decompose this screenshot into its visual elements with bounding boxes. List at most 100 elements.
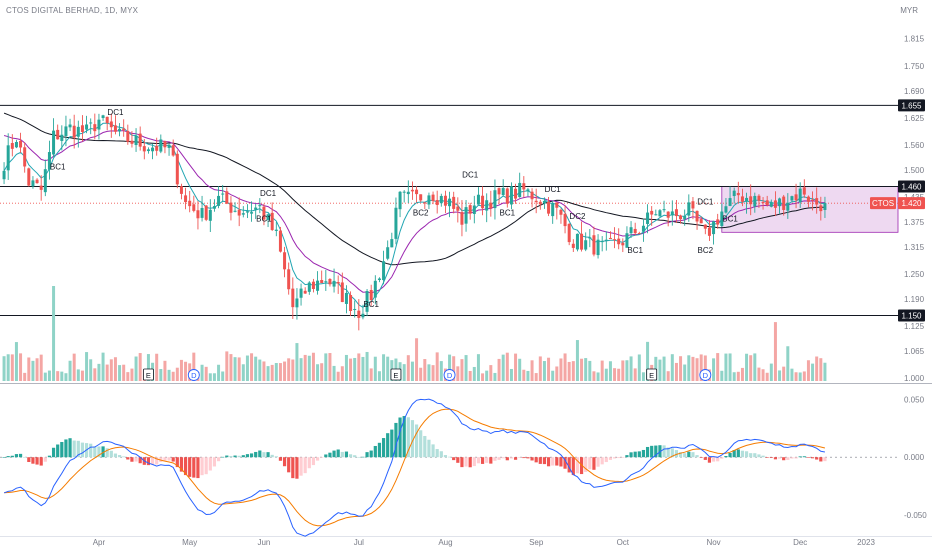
- macd-histogram-bar: [815, 457, 819, 460]
- macd-histogram-bar: [282, 457, 287, 467]
- macd-histogram-bar: [509, 457, 514, 459]
- macd-histogram-bar: [332, 450, 336, 458]
- volume-bar: [105, 364, 109, 381]
- price-tick-label: 1.690: [904, 87, 925, 96]
- volume-bar: [749, 355, 753, 381]
- macd-histogram-bar: [588, 457, 592, 470]
- macd-histogram-bar: [489, 457, 493, 464]
- dividend-marker: [443, 369, 456, 381]
- macd-histogram-bar: [744, 451, 749, 458]
- macd-histogram-bar: [497, 457, 501, 460]
- candle-body: [229, 202, 233, 213]
- macd-histogram-bar: [117, 455, 122, 458]
- candle-body: [563, 213, 567, 227]
- chart-title: CTOS DIGITAL BERHAD, 1D, MYX: [6, 6, 139, 15]
- price-tick-label: 1.190: [904, 295, 925, 304]
- volume-bar: [369, 368, 373, 381]
- volume-bar: [113, 357, 117, 381]
- candle-body: [192, 204, 196, 211]
- volume-bar: [790, 368, 794, 381]
- volume-bar: [547, 357, 551, 381]
- candle-body: [237, 209, 241, 216]
- macd-histogram-bar: [237, 455, 241, 458]
- volume-bar: [35, 358, 39, 381]
- macd-histogram-bar: [295, 457, 299, 479]
- volume-bar: [328, 353, 332, 381]
- volume-bar: [118, 365, 122, 381]
- signal-label: BC2: [413, 208, 429, 217]
- macd-histogram-bar: [336, 449, 340, 458]
- candle-body: [311, 281, 315, 289]
- signal-label: DC1: [545, 185, 562, 194]
- candle-body: [600, 241, 604, 243]
- macd-histogram-bar: [80, 442, 85, 458]
- candle-body: [720, 211, 724, 227]
- macd-histogram-bar: [687, 451, 691, 458]
- candle-body: [258, 205, 262, 207]
- macd-histogram-bar: [447, 456, 452, 458]
- macd-histogram-bar: [200, 457, 204, 476]
- volume-bar: [146, 354, 150, 381]
- candle-body: [798, 188, 802, 203]
- last-price-label: 1.420: [901, 199, 922, 208]
- candle-body: [179, 186, 183, 194]
- candle-body: [299, 288, 303, 298]
- candle-body: [815, 198, 819, 205]
- price-tick-label: 1.815: [904, 35, 925, 44]
- macd-histogram-bar: [216, 457, 221, 462]
- volume-bar: [410, 361, 414, 381]
- macd-histogram-bar: [390, 429, 394, 458]
- candle-body: [406, 191, 410, 195]
- candle-body: [526, 189, 530, 192]
- macd-histogram-bar: [270, 454, 274, 458]
- volume-bar: [773, 322, 777, 381]
- candle-body: [489, 202, 493, 209]
- candle-body: [456, 206, 460, 211]
- volume-bar: [769, 363, 773, 381]
- candle-body: [819, 205, 823, 212]
- signal-label: BC1: [722, 215, 738, 224]
- volume-bar: [101, 352, 105, 381]
- volume-bar: [419, 367, 423, 381]
- candle-body: [802, 187, 806, 195]
- candle-body: [580, 233, 584, 250]
- candle-body: [155, 145, 159, 151]
- macd-histogram-bar: [753, 453, 757, 458]
- candle-body: [443, 195, 447, 206]
- volume-bar: [584, 358, 588, 381]
- macd-histogram-bar: [555, 457, 559, 466]
- macd-histogram-bar: [76, 440, 80, 458]
- candle-body: [47, 152, 51, 170]
- candle-body: [716, 219, 720, 225]
- volume-bar: [559, 358, 563, 381]
- macd-histogram-bar: [188, 457, 192, 477]
- volume-bar: [423, 359, 427, 381]
- macd-histogram-bar: [819, 457, 823, 462]
- candle-body: [225, 191, 229, 204]
- candle-body: [794, 194, 798, 201]
- candle-body: [2, 170, 6, 180]
- volume-bar: [171, 371, 175, 381]
- candle-body: [811, 199, 815, 201]
- macd-histogram-bar: [328, 452, 332, 458]
- volume-bar: [406, 355, 410, 381]
- candle-body: [786, 202, 790, 211]
- macd-histogram-bar: [109, 450, 113, 458]
- macd-histogram-bar: [777, 457, 782, 459]
- candle-body: [233, 210, 237, 212]
- volume-bar: [274, 363, 278, 381]
- macd-tick-label: 0.050: [904, 395, 925, 404]
- candle-body: [377, 278, 381, 281]
- macd-histogram-bar: [596, 457, 600, 467]
- volume-bar: [637, 354, 641, 381]
- macd-tick-label: 0.000: [904, 453, 925, 462]
- macd-histogram-bar: [782, 457, 786, 461]
- volume-bar: [712, 358, 716, 381]
- macd-histogram-bar: [229, 455, 233, 458]
- candle-body: [415, 189, 419, 195]
- volume-bar: [217, 364, 221, 381]
- macd-histogram-bar: [439, 451, 443, 458]
- candle-body: [52, 130, 56, 155]
- macd-histogram-bar: [720, 457, 724, 459]
